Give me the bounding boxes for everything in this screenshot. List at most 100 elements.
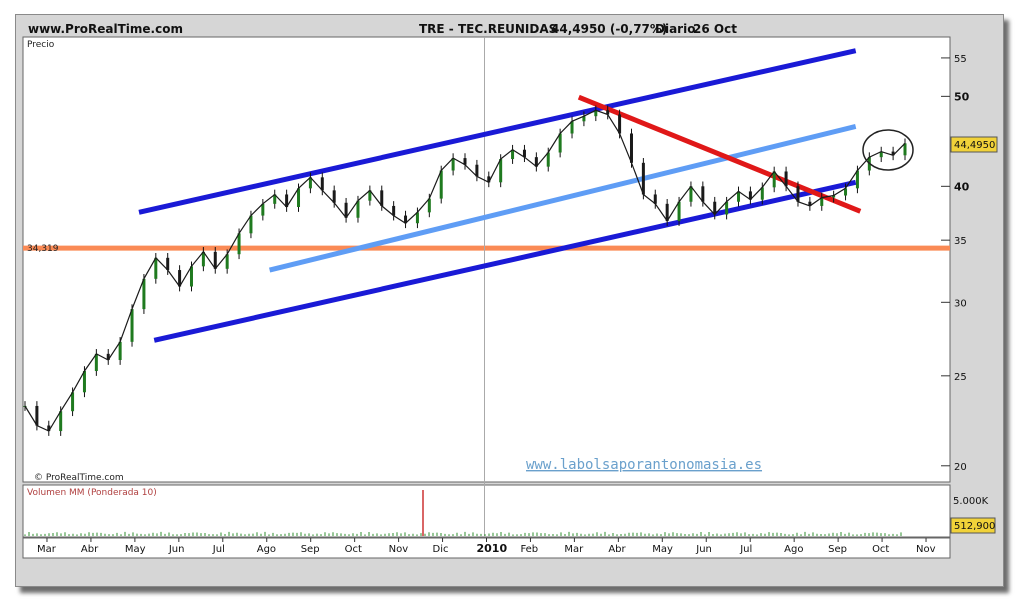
mid-channel-line (269, 124, 857, 273)
price-candle-body (463, 158, 467, 165)
x-tick-label: Abr (81, 544, 99, 555)
watermark-link[interactable]: www.labolsaporantonomasia.es (526, 457, 762, 473)
date-label: 26 Oct (693, 22, 737, 36)
x-tick-label: Jun (695, 544, 712, 555)
price-candle-body (903, 143, 907, 156)
price-candle-body (308, 177, 312, 189)
price-candle-body (356, 200, 360, 218)
price-candle-body (297, 188, 301, 208)
x-tick-label: Abr (608, 544, 626, 555)
price-candle-body (166, 257, 170, 271)
price-panel-label: Precio (27, 40, 55, 50)
price-candle-body (760, 187, 764, 200)
price-candle-body (522, 149, 526, 158)
price-candle-body (665, 203, 669, 222)
x-tick-label: May (652, 544, 673, 555)
x-tick-label: Oct (872, 544, 889, 555)
price-candle-body (82, 371, 86, 393)
y-tick-label: 20 (954, 462, 967, 473)
price-candle-body (618, 114, 622, 134)
last-price-box (950, 136, 998, 153)
reference-level-label: 34,319 (27, 244, 59, 254)
price-candle-body (844, 188, 848, 196)
volume-tick-label: 5.000K (953, 496, 989, 507)
volume-series (24, 490, 902, 536)
price-candle-body (320, 177, 324, 191)
price-candle-body (879, 151, 883, 158)
highlight-circle (862, 129, 914, 171)
price-candle-body (582, 116, 586, 122)
prorealtime-logo: © ProRealTime.com (34, 473, 124, 483)
x-tick-label: Sep (301, 544, 320, 555)
price-candle-body (427, 198, 431, 213)
x-tick-label: Feb (520, 544, 538, 555)
price-series (23, 105, 907, 436)
price-candle-body (201, 251, 205, 267)
x-tick-label: Mar (37, 544, 57, 555)
price-candle-body (392, 205, 396, 216)
site-title[interactable]: www.ProRealTime.com (28, 22, 183, 36)
y-tick-label: 55 (954, 54, 967, 65)
x-tick-label: Ago (257, 544, 276, 555)
trendlines (138, 48, 862, 343)
last-volume-label: 512,900 (954, 521, 995, 532)
price-candle-body (820, 197, 824, 206)
y-tick-label: 25 (954, 372, 967, 383)
price-candle-body (832, 195, 836, 198)
price-candle-body (594, 110, 598, 117)
price-candle-body (570, 121, 574, 134)
price-candle-body (713, 201, 717, 215)
price-candle-body (415, 212, 419, 224)
price-candle-body (737, 191, 741, 202)
x-tick-label: Jul (739, 544, 752, 555)
price-panel (22, 36, 951, 483)
price-candle-body (404, 215, 408, 224)
x-tick-label: Jun (168, 544, 185, 555)
x-tick-label: Jul (212, 544, 225, 555)
x-tick-label: Mar (564, 544, 584, 555)
x-tick-label: Nov (916, 544, 936, 555)
price-candle-body (772, 171, 776, 188)
y-tick-label: 30 (954, 298, 967, 309)
price-candle-body (178, 270, 182, 287)
price-candle-body (558, 133, 562, 153)
price-candle-body (71, 392, 75, 412)
price-candle-body (689, 186, 693, 202)
price-candle-body (701, 186, 705, 202)
x-tick-label: 2010 (477, 542, 508, 555)
x-tick-label: Oct (345, 544, 362, 555)
price-candle-body (546, 152, 550, 167)
price-path (24, 109, 906, 432)
price-candle-body (344, 202, 348, 218)
price-candle-body (891, 151, 895, 156)
price-candle-body (629, 133, 633, 163)
last-price-label: 44,4950 (954, 140, 995, 151)
time-axis: Mar Abr May Jun Jul Ago Sep Oct Nov Dic 2010 Feb Mar… (37, 542, 936, 555)
price-candle-body (606, 110, 610, 115)
x-tick-label: May (125, 544, 146, 555)
price-candle-body (855, 170, 859, 189)
price-candle-body (47, 425, 51, 432)
price-candle-body (130, 309, 134, 342)
price-candle-body (285, 194, 289, 208)
price-candle-body (653, 194, 657, 204)
price-candle-body (534, 157, 538, 167)
grid (23, 37, 950, 542)
price-candle-body (35, 405, 39, 426)
price-candle-body (118, 341, 122, 361)
y-tick-label: 50 (954, 90, 970, 103)
last-volume-box (950, 517, 996, 534)
red-resistance-line (577, 94, 862, 214)
y-tick-label: 35 (954, 236, 967, 247)
price-candle-body (380, 190, 384, 206)
price-candle-body (154, 257, 158, 279)
quote-value: 44,4950 (-0,77%) (551, 22, 668, 36)
volume-panel-label: Volumen MM (Ponderada 10) (27, 488, 157, 498)
price-candle-body (475, 164, 479, 177)
price-candle-body (332, 190, 336, 203)
price-candle-body (451, 158, 455, 171)
price-candle-body (748, 191, 752, 200)
lower-channel-line (153, 179, 857, 343)
price-candle-body (273, 194, 277, 204)
price-candle-body (189, 266, 193, 287)
